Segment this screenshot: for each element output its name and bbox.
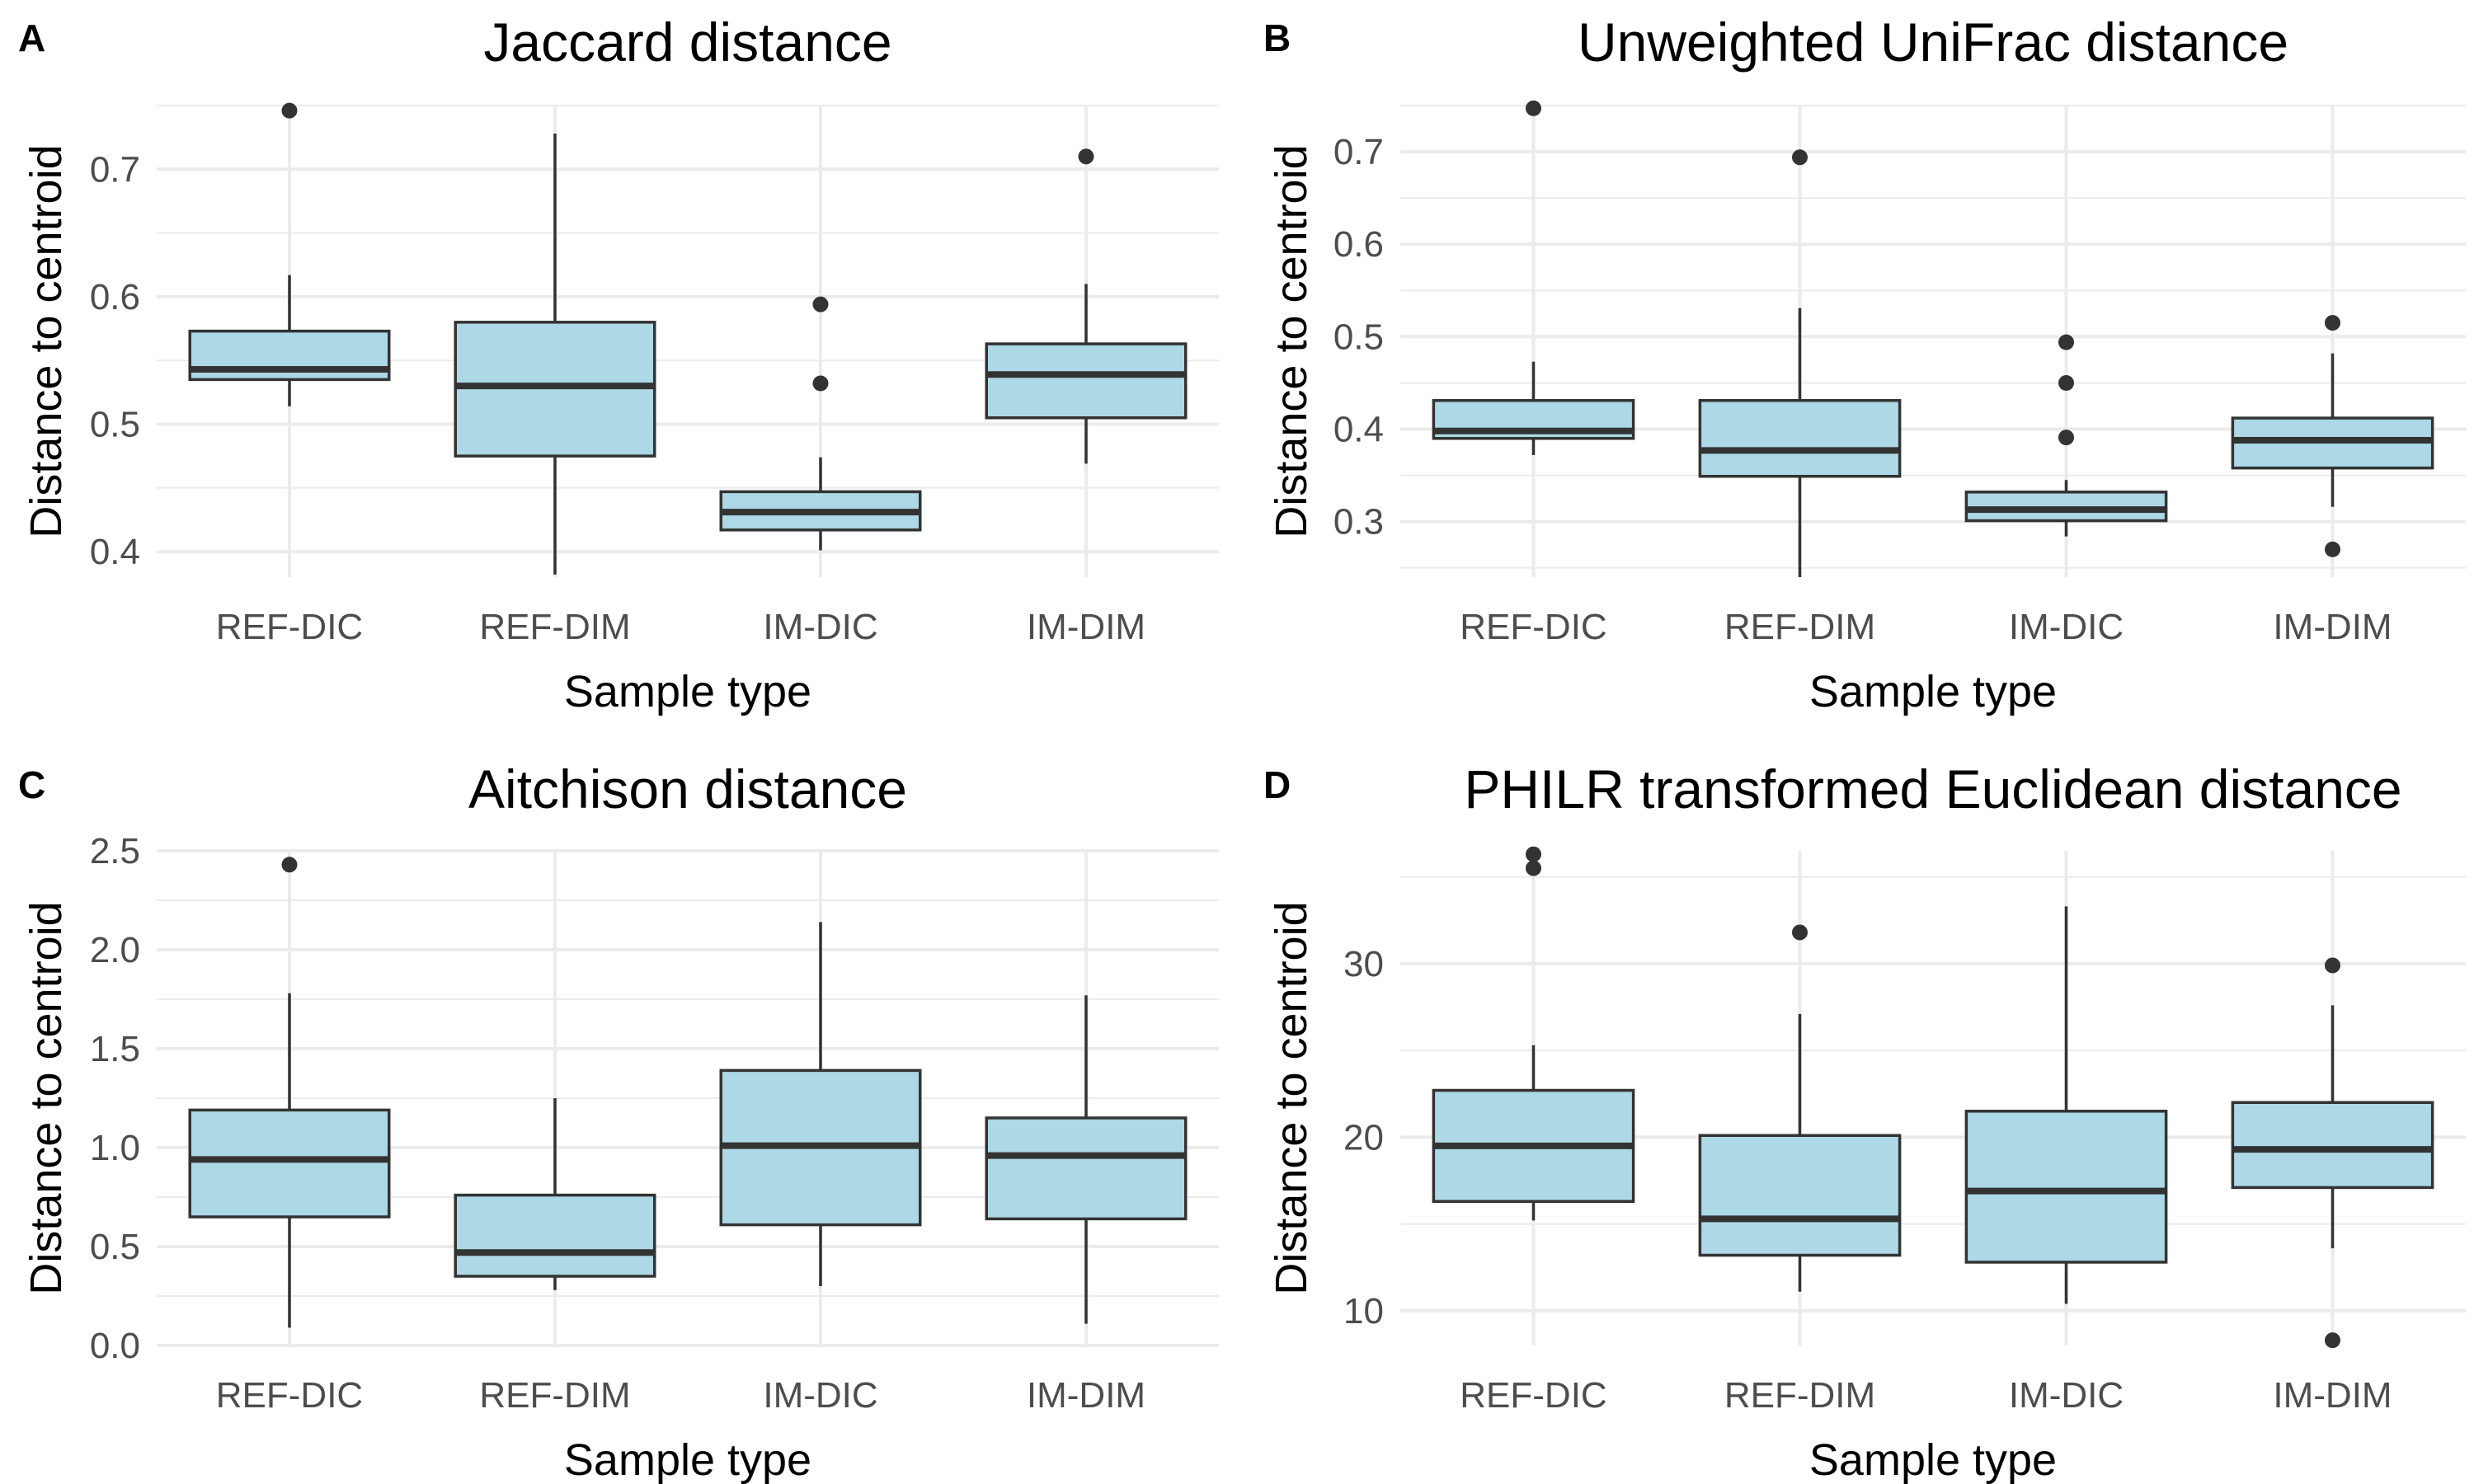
y-tick-label: 0.5 <box>90 1227 140 1267</box>
y-tick-label: 2.0 <box>90 930 140 970</box>
box-ref-dim <box>1698 924 1902 1292</box>
interquartile-box <box>1964 1110 2168 1264</box>
outlier-point <box>1526 860 1541 876</box>
x-tick-label: REF-DIC <box>1460 607 1606 647</box>
y-tick-label: 2.5 <box>90 831 140 871</box>
x-tick-label: IM-DIM <box>2273 607 2392 647</box>
y-tick-label: 1.5 <box>90 1029 140 1069</box>
y-tick-label: 0.3 <box>1333 502 1384 542</box>
panel-a: 0.4 0.5 0.6 0.7 REF-DIC REF-DIM IM-DIC IM-DIM Ja… <box>18 12 1219 716</box>
outlier-point <box>2325 1332 2340 1349</box>
x-tick-label: IM-DIM <box>1027 607 1145 647</box>
box-ref-dim <box>454 1098 656 1290</box>
outlier-point <box>1078 148 1094 165</box>
outlier-point <box>1526 100 1541 116</box>
panel-title: Unweighted UniFrac distance <box>1578 12 2288 73</box>
x-tick-label: IM-DIC <box>763 1375 877 1416</box>
box-ref-dic <box>1432 846 1635 1221</box>
y-tick-label: 30 <box>1343 944 1384 984</box>
interquartile-box <box>188 1108 391 1219</box>
box-ref-dic <box>188 102 391 406</box>
y-tick-label: 0.4 <box>1333 410 1384 450</box>
x-tick-label: IM-DIC <box>2009 1375 2124 1416</box>
y-tick-label: 0.5 <box>1333 317 1384 357</box>
box-ref-dim <box>1698 149 1902 577</box>
x-axis-title: Sample type <box>564 1435 811 1484</box>
x-axis-title: Sample type <box>1809 667 2057 716</box>
x-tick-label: IM-DIC <box>2009 607 2124 647</box>
y-tick-label: 0.7 <box>1333 132 1384 172</box>
y-axis-title: Distance to centroid <box>1267 144 1316 538</box>
outlier-point <box>281 857 298 873</box>
y-tick-label: 0.0 <box>90 1326 140 1366</box>
panel-letter: D <box>1263 763 1291 806</box>
panel-title: Aitchison distance <box>468 758 907 819</box>
panel-letter: A <box>18 16 45 59</box>
y-axis-title: Distance to centroid <box>21 144 71 538</box>
y-axis-title: Distance to centroid <box>1267 901 1316 1294</box>
outlier-point <box>281 102 298 119</box>
y-tick-label: 0.7 <box>90 149 140 190</box>
panel-title: PHILR transformed Euclidean distance <box>1464 758 2401 819</box>
panel-d: 10 20 30 REF-DIC REF-DIM IM-DIC IM-DIM PHILR tr… <box>1263 758 2466 1484</box>
x-tick-label: REF-DIC <box>1460 1375 1606 1416</box>
x-tick-label: IM-DIM <box>1027 1375 1145 1416</box>
outlier-point <box>812 296 829 312</box>
box-im-dim <box>985 995 1188 1324</box>
interquartile-box <box>454 1193 656 1278</box>
x-tick-label: REF-DIC <box>216 1375 363 1416</box>
panel-title: Jaccard distance <box>483 12 891 73</box>
x-tick-label: REF-DIM <box>1724 1375 1875 1416</box>
y-tick-label: 1.0 <box>90 1128 140 1168</box>
box-ref-dim <box>454 134 656 575</box>
y-tick-label: 0.6 <box>90 277 140 317</box>
outlier-point <box>1792 924 1808 941</box>
y-axis-title: Distance to centroid <box>21 901 71 1294</box>
box-im-dic <box>719 922 922 1286</box>
interquartile-box <box>2231 1101 2434 1190</box>
y-tick-label: 0.4 <box>90 532 140 572</box>
panel-letter: B <box>1263 16 1291 59</box>
x-tick-label: IM-DIC <box>763 607 877 647</box>
outlier-point <box>1526 846 1541 862</box>
x-axis-title: Sample type <box>1809 1435 2057 1484</box>
panel-b: 0.3 0.4 0.5 0.6 0.7 REF-DIC REF-DIM IM-DIC IM-DI… <box>1263 12 2466 716</box>
y-tick-label: 10 <box>1343 1291 1384 1331</box>
interquartile-box <box>985 342 1188 420</box>
outlier-point <box>2058 430 2074 446</box>
x-tick-label: REF-DIM <box>479 1375 630 1416</box>
y-tick-label: 0.6 <box>1333 224 1384 265</box>
x-tick-label: IM-DIM <box>2273 1375 2392 1416</box>
outlier-point <box>2058 374 2074 391</box>
panel-c: 0.0 0.5 1.0 1.5 2.0 2.5 REF-DIC REF-DIM IM-DIC IM… <box>18 758 1219 1484</box>
box-ref-dic <box>1432 100 1635 455</box>
box-im-dim <box>2231 957 2434 1349</box>
interquartile-box <box>1698 399 1902 478</box>
y-tick-label: 20 <box>1343 1117 1384 1158</box>
outlier-point <box>812 375 829 392</box>
outlier-point <box>2325 315 2340 331</box>
panel-letter: C <box>18 763 45 806</box>
box-im-dic <box>1964 334 2168 537</box>
box-ref-dic <box>188 857 391 1328</box>
x-tick-label: REF-DIC <box>216 607 363 647</box>
interquartile-box <box>985 1116 1188 1221</box>
box-im-dim <box>2231 315 2434 557</box>
x-tick-label: REF-DIM <box>1724 607 1875 647</box>
box-im-dic <box>719 296 922 551</box>
outlier-point <box>2325 957 2340 974</box>
box-im-dim <box>985 148 1188 464</box>
x-tick-label: REF-DIM <box>479 607 630 647</box>
outlier-point <box>2325 541 2340 557</box>
x-axis-title: Sample type <box>564 667 811 716</box>
y-tick-label: 0.5 <box>90 404 140 444</box>
box-im-dic <box>1964 906 2168 1304</box>
outlier-point <box>2058 334 2074 350</box>
outlier-point <box>1792 149 1808 166</box>
interquartile-box <box>1698 1134 1902 1257</box>
